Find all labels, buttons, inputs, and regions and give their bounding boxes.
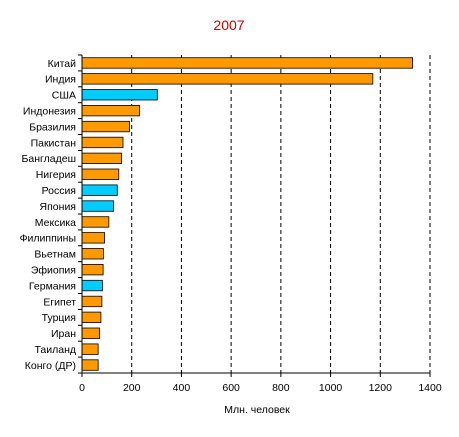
category-label: Пакистан — [31, 137, 77, 149]
category-label: Бразилия — [29, 121, 76, 133]
bar — [81, 359, 99, 371]
bar — [81, 311, 102, 323]
bar — [81, 264, 104, 276]
bar — [81, 136, 124, 149]
bar — [81, 57, 414, 69]
category-label: Германия — [29, 280, 76, 292]
category-label: США — [52, 90, 76, 102]
category-label: Египет — [43, 296, 76, 308]
category-label: Иран — [51, 328, 76, 340]
x-tick-label: 1200 — [369, 382, 393, 394]
category-label: Китай — [48, 58, 77, 70]
category-label: Индонезия — [23, 105, 76, 117]
category-label: Япония — [40, 201, 76, 213]
category-labels: Китай Индия США Индонезия Бразилия Пакистан Ба… — [20, 54, 82, 374]
x-tick-label: 800 — [272, 382, 290, 394]
x-tick-labels: 0 200 400 600 800 1000 1200 1400 — [79, 373, 442, 394]
bar — [81, 168, 120, 180]
category-label: Таиланд — [34, 344, 76, 356]
grid-lines — [131, 55, 431, 373]
category-label: Филиппины — [20, 233, 76, 245]
x-tick-label: 0 — [79, 382, 85, 394]
category-label: Конго (ДР) — [25, 360, 76, 372]
bar — [81, 343, 99, 355]
category-label: Бангладеш — [22, 153, 76, 165]
bar — [81, 200, 114, 212]
x-tick-label: 1400 — [418, 382, 442, 394]
category-label: Мексика — [35, 217, 76, 229]
x-tick-label: 400 — [173, 382, 191, 394]
x-tick-label: 1000 — [319, 382, 343, 394]
bar — [81, 89, 158, 101]
bar — [81, 120, 130, 133]
bar — [81, 105, 140, 117]
category-label: Вьетнам — [34, 249, 76, 261]
bar — [81, 295, 103, 308]
category-label: Россия — [42, 185, 76, 197]
bar — [81, 73, 374, 85]
category-label: Турция — [42, 312, 76, 324]
category-label: Эфиопия — [31, 264, 76, 276]
chart-title: 2007 — [213, 17, 244, 33]
bar — [81, 248, 104, 260]
x-tick-label: 600 — [222, 382, 240, 394]
bar — [81, 152, 122, 164]
x-axis-label: Млн. человек — [224, 404, 290, 416]
bar — [81, 279, 103, 292]
bar — [81, 184, 118, 196]
axes — [81, 55, 430, 374]
bar — [81, 216, 110, 228]
x-tick-label: 200 — [123, 382, 141, 394]
bar — [81, 232, 106, 244]
category-label: Нигерия — [36, 169, 76, 181]
category-label: Индия — [45, 74, 76, 86]
bar — [81, 327, 101, 339]
